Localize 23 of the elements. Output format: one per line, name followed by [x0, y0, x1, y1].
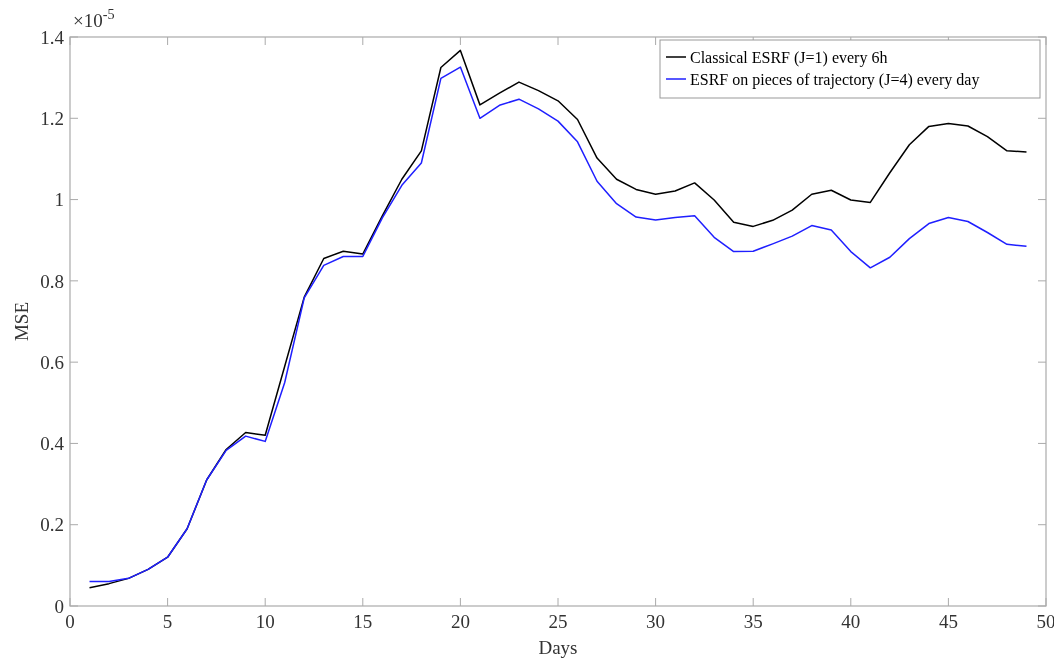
x-tick-label: 50: [1036, 611, 1054, 632]
y-tick-label: 0.4: [40, 433, 65, 455]
x-axis-title: Days: [538, 637, 578, 658]
y-tick-label: 0: [54, 595, 64, 617]
x-tick-label: 35: [743, 611, 763, 632]
y-tick-label: 1.4: [40, 26, 65, 48]
legend-label: ESRF on pieces of trajectory (J=4) every day: [690, 70, 980, 89]
y-tick-label: 1: [54, 189, 64, 211]
x-tick-label: 20: [450, 611, 470, 632]
legend-label: Classical ESRF (J=1) every 6h: [690, 48, 888, 67]
x-tick-label: 15: [353, 611, 373, 632]
y-tick-label: 0.6: [40, 351, 64, 373]
x-tick-label: 40: [841, 611, 861, 632]
x-tick-label: 10: [255, 611, 275, 632]
text: ×10$^{-5}$: [73, 6, 115, 31]
x-tick-label: 25: [548, 611, 568, 632]
x-tick-label: 45: [938, 611, 958, 632]
y-axis-title: MSE: [11, 301, 32, 342]
x-tick-label: 30: [646, 611, 666, 632]
x-tick-label: 5: [162, 611, 173, 632]
y-tick-label: 0.2: [40, 514, 64, 536]
y-tick-label: 0.8: [40, 270, 64, 292]
y-tick-label: 1.2: [40, 107, 64, 129]
